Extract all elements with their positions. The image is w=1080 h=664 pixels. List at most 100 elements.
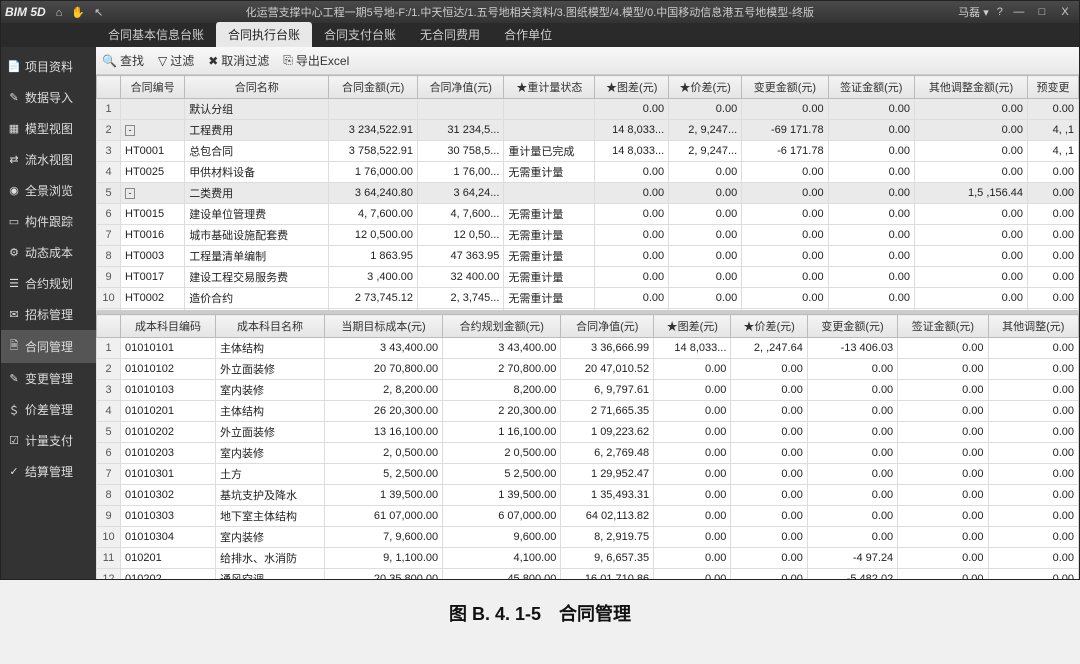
cell-status	[504, 183, 595, 204]
table-row[interactable]: 301010103室内装修2, 8,200.00 8,200.006, 9,79…	[97, 380, 1079, 401]
tab-no-contract[interactable]: 无合同费用	[408, 22, 492, 47]
cell-value: 0.00	[807, 359, 897, 380]
sidebar-item-model-view[interactable]: ▦模型视图	[1, 113, 96, 144]
col-header[interactable]: 合同编号	[121, 76, 185, 99]
col-header[interactable]: 变更金额(元)	[807, 315, 897, 338]
cell-value: 0.00	[898, 485, 988, 506]
cell-td: 0.00	[595, 246, 669, 267]
cell-status	[504, 99, 595, 120]
user-label[interactable]: 马磊 ▾	[958, 4, 989, 20]
cell-status: 无需重计量	[504, 162, 595, 183]
table-row[interactable]: 8HT0003工程量清单编制1 863.9547 363.95无需重计量0.00…	[97, 246, 1079, 267]
sidebar-item-project-info[interactable]: 📄项目资料	[1, 51, 96, 82]
col-header[interactable]: 当期目标成本(元)	[324, 315, 442, 338]
col-header[interactable]: 签证金额(元)	[898, 315, 988, 338]
col-header[interactable]: ★图差(元)	[654, 315, 731, 338]
cost-subject-grid[interactable]: 成本科目编码成本科目名称当期目标成本(元)合约规划金额(元)合同净值(元)★图差…	[96, 314, 1079, 579]
pointer-icon[interactable]: ↖	[94, 7, 103, 19]
table-row[interactable]: 801010302基坑支护及降水1 39,500.001 39,500.001 …	[97, 485, 1079, 506]
cell-value: 0.00	[807, 527, 897, 548]
table-row[interactable]: 401010201主体结构26 20,300.002 20,300.002 71…	[97, 401, 1079, 422]
sidebar-item-dynamic-cost[interactable]: ⚙动态成本	[1, 237, 96, 268]
tree-toggle[interactable]: -	[125, 188, 135, 199]
col-header[interactable]: ★价差(元)	[731, 315, 807, 338]
table-row[interactable]: 701010301土方5, 2,500.005 2,500.001 29,952…	[97, 464, 1079, 485]
col-header[interactable]: ★图差(元)	[595, 76, 669, 99]
table-row[interactable]: 101010101主体结构3 43,400.003 43,400.003 36,…	[97, 338, 1079, 359]
tab-basic-info[interactable]: 合同基本信息台账	[96, 22, 216, 47]
find-button[interactable]: 🔍查找	[102, 52, 144, 69]
table-row[interactable]: 6HT0015建设单位管理费4, 7,600.004, 7,600...无需重计…	[97, 204, 1079, 225]
cell-name: 室内装修	[216, 380, 325, 401]
col-header[interactable]: 预变更	[1028, 76, 1079, 99]
col-header[interactable]: 合同净值(元)	[418, 76, 504, 99]
table-row[interactable]: 10HT0002造价合约2 73,745.122, 3,745...无需重计量0…	[97, 288, 1079, 309]
sidebar-item-price-diff[interactable]: ＄价差管理	[1, 394, 96, 425]
export-excel-button[interactable]: ⎘导出Excel	[283, 52, 349, 69]
minimize-button[interactable]: —	[1009, 6, 1029, 18]
table-row[interactable]: 11010201给排水、水消防9, 1,100.00 4,100.009, 6,…	[97, 548, 1079, 569]
table-row[interactable]: 901010303地下室主体结构61 07,000.006 07,000.006…	[97, 506, 1079, 527]
cell-value: 0.00	[731, 422, 807, 443]
col-header[interactable]: 合同金额(元)	[329, 76, 418, 99]
col-header[interactable]: 其他调整金额(元)	[914, 76, 1027, 99]
col-header[interactable]: 成本科目名称	[216, 315, 325, 338]
col-header[interactable]: 变更金额(元)	[742, 76, 828, 99]
cell-name: 外立面装修	[216, 359, 325, 380]
col-header[interactable]: 其他调整(元)	[988, 315, 1078, 338]
sidebar-item-contract-plan[interactable]: ☰合约规划	[1, 268, 96, 299]
sidebar-item-bid[interactable]: ✉招标管理	[1, 299, 96, 330]
home-icon[interactable]: ⌂	[56, 7, 63, 19]
sidebar-item-component-track[interactable]: ▭构件跟踪	[1, 206, 96, 237]
col-header[interactable]: ★价差(元)	[669, 76, 742, 99]
figure-caption: 图 B. 4. 1-5 合同管理	[0, 600, 1080, 626]
col-header[interactable]: ★重计量状态	[504, 76, 595, 99]
cell-value: 0.00	[988, 527, 1078, 548]
hand-icon[interactable]: ✋	[71, 7, 85, 19]
close-button[interactable]: X	[1055, 6, 1075, 18]
cell-code: 01010304	[121, 527, 216, 548]
cell-jd: 0.00	[669, 162, 742, 183]
table-row[interactable]: 3HT0001总包合同3 758,522.9130 758,5...重计量已完成…	[97, 141, 1079, 162]
sidebar-item-contract-mgmt[interactable]: 🗎合同管理	[1, 330, 96, 363]
table-row[interactable]: 9HT0017建设工程交易服务费3 ,400.0032 400.00无需重计量0…	[97, 267, 1079, 288]
table-row[interactable]: 1001010304室内装修7, 9,600.00 9,600.008, 2,9…	[97, 527, 1079, 548]
excel-icon: ⎘	[283, 53, 293, 68]
sidebar-item-panorama[interactable]: ◉全景浏览	[1, 175, 96, 206]
cancel-filter-button[interactable]: ✖取消过滤	[208, 52, 269, 69]
col-header[interactable]: 签证金额(元)	[828, 76, 914, 99]
cell-value: 0.00	[731, 485, 807, 506]
sidebar-item-measure-pay[interactable]: ☑计量支付	[1, 425, 96, 456]
tab-partners[interactable]: 合作单位	[492, 22, 564, 47]
cell-bg: -6 171.78	[742, 141, 828, 162]
maximize-button[interactable]: □	[1032, 6, 1052, 18]
sidebar-item-change-mgmt[interactable]: ✎变更管理	[1, 363, 96, 394]
col-header[interactable]: 成本科目编码	[121, 315, 216, 338]
tree-toggle[interactable]: -	[125, 125, 135, 136]
tab-payment[interactable]: 合同支付台账	[312, 22, 408, 47]
sidebar-item-flow-view[interactable]: ⇄流水视图	[1, 144, 96, 175]
cell-td: 0.00	[595, 99, 669, 120]
col-header[interactable]: 合同净值(元)	[561, 315, 654, 338]
sidebar-item-data-import[interactable]: ✎数据导入	[1, 82, 96, 113]
cell-value: 20 35,800.00	[324, 569, 442, 580]
table-row[interactable]: 5-二类费用3 64,240.803 64,24...0.000.000.000…	[97, 183, 1079, 204]
cell-amount: 1 76,000.00	[329, 162, 418, 183]
help-icon[interactable]: ?	[997, 6, 1003, 18]
table-row[interactable]: 2-工程费用3 234,522.9131 234,5...14 8,033...…	[97, 120, 1079, 141]
filter-button[interactable]: ▽过滤	[158, 52, 194, 69]
col-header[interactable]: 合约规划金额(元)	[443, 315, 561, 338]
table-row[interactable]: 12010202通风空调20 35,800.00 45,800.0016 01,…	[97, 569, 1079, 580]
table-row[interactable]: 7HT0016城市基础设施配套费12 0,500.0012 0,50...无需重…	[97, 225, 1079, 246]
tab-execution[interactable]: 合同执行台账	[216, 22, 312, 47]
table-row[interactable]: 201010102外立面装修20 70,800.002 70,800.0020 …	[97, 359, 1079, 380]
sidebar-item-settlement[interactable]: ✓结算管理	[1, 456, 96, 487]
table-row[interactable]: 1默认分组0.000.000.000.000.000.00	[97, 99, 1079, 120]
col-header[interactable]: 合同名称	[185, 76, 329, 99]
table-row[interactable]: 601010203室内装修2, 0,500.002 0,500.006, 2,7…	[97, 443, 1079, 464]
table-row[interactable]: 4HT0025甲供材料设备1 76,000.001 76,00...无需重计量0…	[97, 162, 1079, 183]
cell-value: 0.00	[988, 569, 1078, 580]
app-body: 📄项目资料 ✎数据导入 ▦模型视图 ⇄流水视图 ◉全景浏览 ▭构件跟踪 ⚙动态成…	[1, 47, 1079, 579]
contract-grid[interactable]: 合同编号合同名称合同金额(元)合同净值(元)★重计量状态★图差(元)★价差(元)…	[96, 75, 1079, 310]
table-row[interactable]: 501010202外立面装修13 16,100.001 16,100.001 0…	[97, 422, 1079, 443]
